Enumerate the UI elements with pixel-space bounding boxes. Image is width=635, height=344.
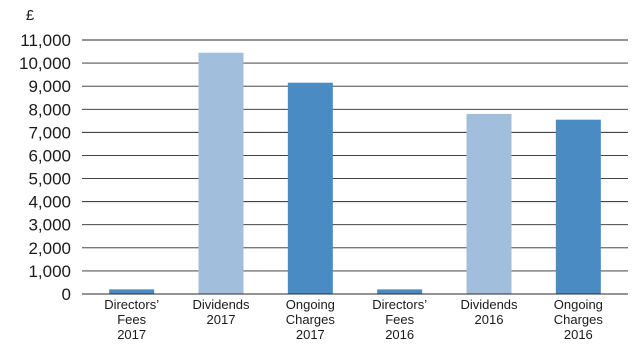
bar [287,82,333,294]
y-tick-label: 10,000 [19,54,71,73]
gridlines [82,39,628,272]
x-axis-tick-labels: Directors’ Fees 2017 Dividends 2017 Ongoing Ch… [104,297,603,342]
x-tick-label: Ongoing Charges 2016 [554,297,604,342]
bar [555,119,601,294]
x-tick-label: Dividends 2017 [192,297,250,327]
bar [377,289,423,294]
y-axis-unit-label: £ [26,7,35,24]
y-tick-label: 0 [62,285,71,304]
y-tick-label: 9,000 [28,77,71,96]
y-tick-label: 4,000 [28,193,71,212]
y-axis-tick-labels: 0 1,000 2,000 3,000 4,000 5,000 6,000 7,000 8,00… [19,31,71,304]
bars [109,52,601,295]
y-tick-label: 6,000 [28,146,71,165]
x-tick-label: Directors’ Fees 2016 [372,297,427,342]
y-tick-label: 3,000 [28,216,71,235]
x-tick-label: Directors’ Fees 2017 [104,297,159,342]
bar [466,113,512,295]
y-tick-label: 8,000 [28,100,71,119]
x-tick-label: Ongoing Charges 2017 [286,297,336,342]
x-tick-label: Dividends 2016 [460,297,518,327]
y-tick-label: 2,000 [28,239,71,258]
bar [109,289,155,294]
bar [198,52,244,295]
y-tick-label: 7,000 [28,123,71,142]
y-tick-label: 11,000 [20,31,71,50]
y-tick-label: 5,000 [28,170,71,189]
y-tick-label: 1,000 [28,262,71,281]
